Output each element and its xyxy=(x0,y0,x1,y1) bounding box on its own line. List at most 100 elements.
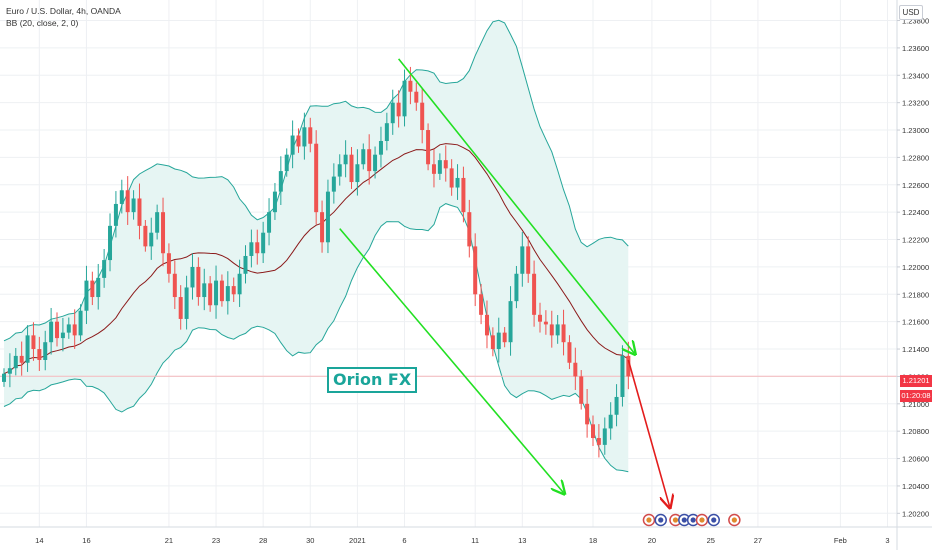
candle xyxy=(349,147,354,189)
candle-body xyxy=(72,324,77,336)
candle-body xyxy=(437,160,442,174)
candle-body xyxy=(314,143,319,213)
candle-body xyxy=(349,154,354,183)
event-marker-dot xyxy=(681,517,687,523)
candle-body xyxy=(473,246,478,295)
candle-body xyxy=(66,324,71,333)
candle-body xyxy=(125,190,130,213)
candle-body xyxy=(55,321,60,339)
candle-body xyxy=(420,102,425,131)
candle-body xyxy=(426,130,431,165)
candle xyxy=(461,166,466,223)
candle xyxy=(214,265,219,319)
candle xyxy=(290,120,295,169)
candle-body xyxy=(302,127,307,147)
candle xyxy=(431,149,436,188)
candle xyxy=(143,219,148,252)
candle xyxy=(2,368,6,387)
candle-body xyxy=(585,403,590,425)
candle xyxy=(125,176,130,225)
candle-body xyxy=(508,301,513,343)
candle-body xyxy=(284,154,289,172)
event-marker-dot xyxy=(672,517,679,523)
candle xyxy=(414,82,419,111)
currency-button[interactable]: USD xyxy=(899,5,923,20)
candle-body xyxy=(2,373,6,382)
price-tick-label: 1.20600 xyxy=(902,455,929,464)
channel-lower-arrow xyxy=(339,228,564,493)
candle-body xyxy=(543,321,548,325)
candle-body xyxy=(172,273,177,298)
candle xyxy=(367,134,372,185)
event-marker-dot xyxy=(658,517,664,523)
price-tick-label: 1.21400 xyxy=(902,345,929,354)
candle-body xyxy=(255,242,260,254)
event-marker-dot xyxy=(699,517,705,523)
candle xyxy=(249,229,254,268)
candle xyxy=(449,159,454,196)
candle-body xyxy=(119,190,124,204)
candle xyxy=(166,243,171,283)
candle-body xyxy=(102,260,107,278)
candle xyxy=(231,277,236,302)
candle xyxy=(37,336,42,371)
candle-body xyxy=(526,246,531,274)
candle-body xyxy=(532,273,537,315)
time-tick-label: 2021 xyxy=(349,536,366,545)
candle-body xyxy=(431,164,436,174)
candle xyxy=(549,310,554,348)
candle xyxy=(66,317,71,339)
candle xyxy=(202,268,207,311)
candle-body xyxy=(490,335,495,350)
candle-body xyxy=(555,324,560,336)
candle-body xyxy=(60,332,65,339)
candle-body xyxy=(161,212,166,254)
price-tick-label: 1.23800 xyxy=(902,17,929,26)
candle xyxy=(384,112,389,151)
economic-event-markers xyxy=(642,513,741,527)
candle xyxy=(526,236,531,283)
candle xyxy=(331,163,336,204)
candle xyxy=(520,231,525,287)
bollinger-lower-band xyxy=(3,203,629,473)
time-axis: 14 16 21 23 28 30 2021 6 11 13 18 20 25 27 Feb 3 xyxy=(35,536,889,545)
candle-body xyxy=(484,314,489,336)
candle xyxy=(161,197,166,267)
time-tick-label: 11 xyxy=(471,536,479,545)
event-marker-dot xyxy=(711,517,717,523)
time-tick-label: 28 xyxy=(259,536,267,545)
candle-body xyxy=(502,332,507,343)
drawing-tools xyxy=(339,58,670,507)
time-tick-label: 25 xyxy=(707,536,715,545)
time-tick-label: 27 xyxy=(754,536,762,545)
candle xyxy=(402,69,407,127)
candle-body xyxy=(608,414,613,429)
bollinger-band-area xyxy=(4,20,629,472)
candle xyxy=(155,204,160,240)
candle xyxy=(337,154,342,186)
candle-body xyxy=(308,127,313,144)
candle xyxy=(361,143,366,170)
candle-body xyxy=(537,314,542,322)
candle xyxy=(72,309,77,349)
time-tick-label: 23 xyxy=(212,536,220,545)
candle-body xyxy=(361,149,366,165)
candlestick-series xyxy=(2,66,631,458)
candle xyxy=(237,259,242,307)
candle xyxy=(196,257,201,306)
symbol-title[interactable]: Euro / U.S. Dollar, 4h, OANDA xyxy=(6,6,121,16)
candle-body xyxy=(367,149,372,172)
candle-body xyxy=(396,102,401,117)
candle-body xyxy=(249,242,254,256)
price-tick-label: 1.22400 xyxy=(902,208,929,217)
candle xyxy=(308,117,313,153)
candle xyxy=(243,245,248,284)
candle xyxy=(7,353,12,388)
candle xyxy=(314,130,319,225)
indicator-legend[interactable]: BB (20, close, 2, 0) xyxy=(6,18,79,28)
candle xyxy=(602,417,607,455)
candle xyxy=(102,248,107,288)
candle xyxy=(420,87,425,144)
